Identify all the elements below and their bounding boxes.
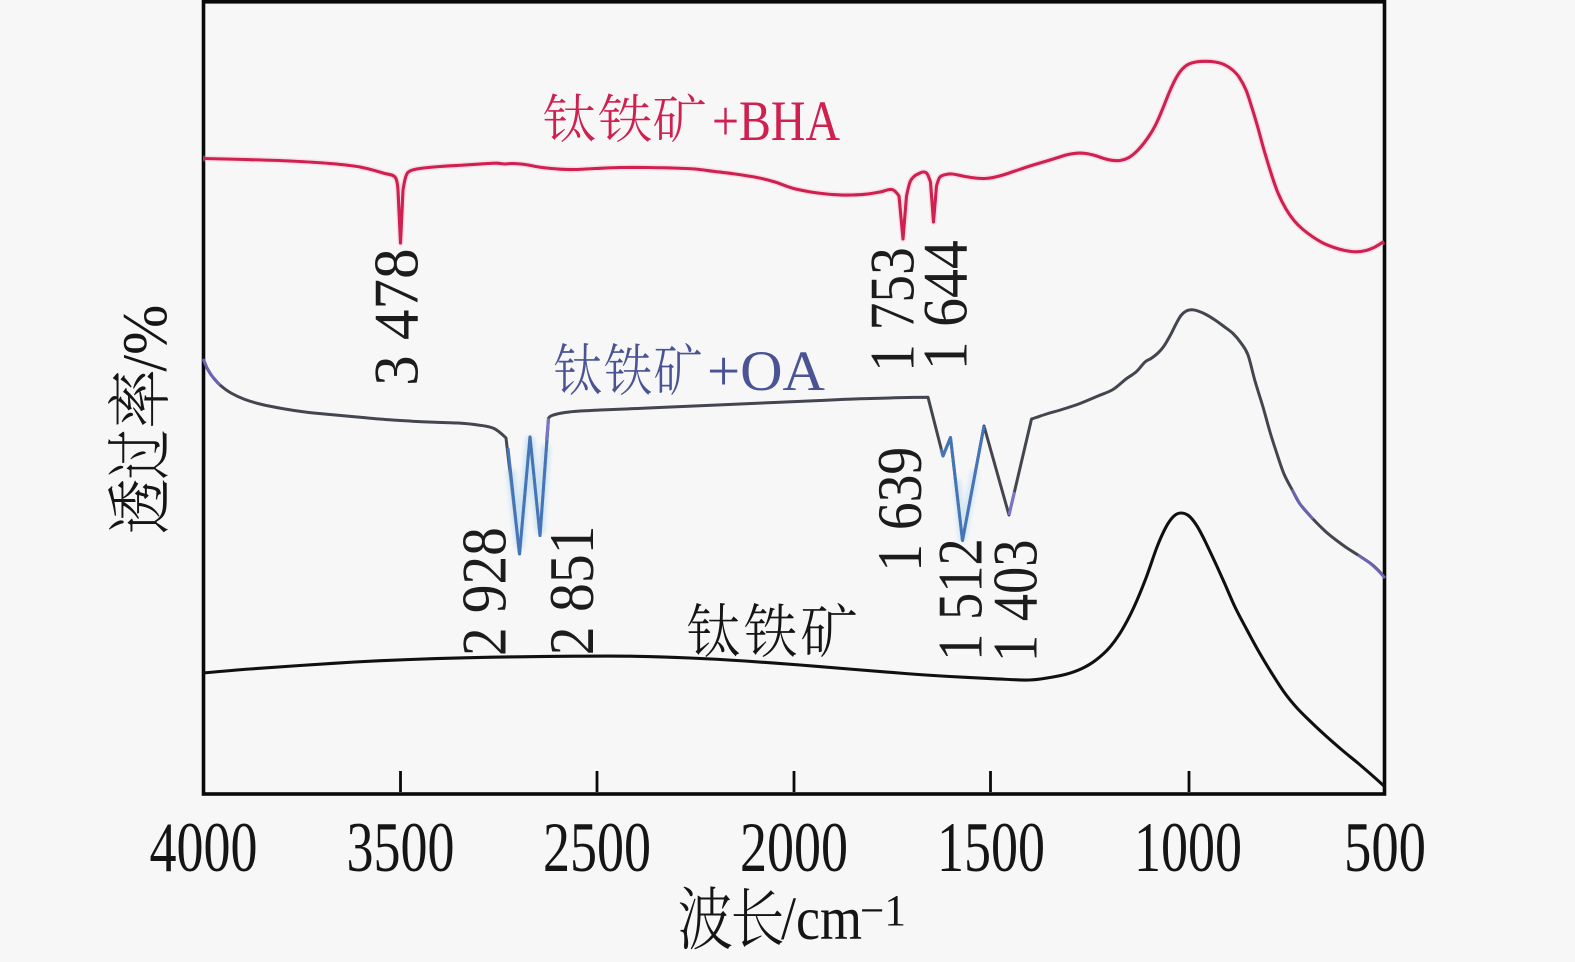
svg-text:3500: 3500 bbox=[347, 809, 455, 887]
svg-text:/cm: /cm bbox=[781, 886, 862, 953]
svg-text:/%: /% bbox=[109, 305, 180, 372]
svg-text:1 403: 1 403 bbox=[981, 540, 1051, 663]
svg-text:1 753: 1 753 bbox=[858, 247, 928, 372]
svg-text:2 851: 2 851 bbox=[537, 526, 607, 656]
svg-text:2000: 2000 bbox=[740, 809, 848, 887]
svg-text:1 639: 1 639 bbox=[865, 447, 935, 572]
svg-text:1000: 1000 bbox=[1134, 809, 1242, 887]
svg-text:+OA: +OA bbox=[707, 340, 825, 403]
svg-text:−1: −1 bbox=[860, 886, 906, 935]
svg-text:4000: 4000 bbox=[150, 809, 258, 887]
svg-text:1 644: 1 644 bbox=[910, 240, 980, 370]
svg-text:2500: 2500 bbox=[543, 809, 651, 887]
svg-text:1500: 1500 bbox=[937, 809, 1045, 887]
svg-text:3 478: 3 478 bbox=[361, 248, 431, 386]
svg-text:500: 500 bbox=[1344, 809, 1426, 887]
svg-text:2 928: 2 928 bbox=[449, 527, 519, 656]
svg-text:+BHA: +BHA bbox=[712, 90, 840, 153]
svg-text:1 512: 1 512 bbox=[925, 538, 995, 661]
